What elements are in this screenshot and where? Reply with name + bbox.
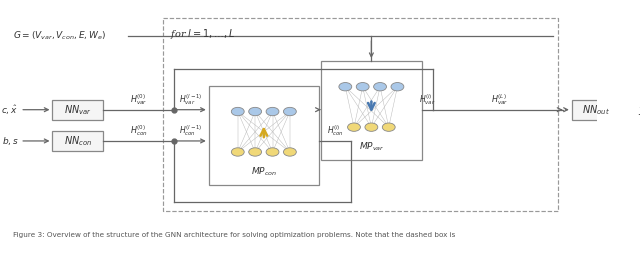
Ellipse shape: [348, 123, 360, 131]
Ellipse shape: [339, 83, 352, 91]
Ellipse shape: [266, 107, 279, 116]
Text: $b, s$: $b, s$: [1, 135, 19, 147]
Ellipse shape: [382, 123, 395, 131]
Ellipse shape: [284, 107, 296, 116]
Text: Figure 3: Overview of the structure of the GNN architecture for solving optimiza: Figure 3: Overview of the structure of t…: [13, 232, 455, 238]
Text: $c, \hat{x}$: $c, \hat{x}$: [1, 103, 19, 117]
Text: $H_{con}^{(l-1)}$: $H_{con}^{(l-1)}$: [179, 123, 203, 138]
Text: $MP_{con}$: $MP_{con}$: [251, 165, 277, 178]
Text: $H_{var}^{(l)}$: $H_{var}^{(l)}$: [419, 92, 436, 107]
Bar: [572, 100, 620, 120]
Text: $NN_{out}$: $NN_{out}$: [582, 103, 610, 117]
Text: for $l = 1, \ldots, L$: for $l = 1, \ldots, L$: [170, 27, 236, 41]
Text: $H_{var}^{(0)}$: $H_{var}^{(0)}$: [130, 92, 147, 107]
Ellipse shape: [391, 83, 404, 91]
Text: $NN_{con}$: $NN_{con}$: [63, 134, 92, 148]
Text: $H_{con}^{(l)}$: $H_{con}^{(l)}$: [326, 123, 344, 138]
Bar: [52, 131, 103, 151]
Ellipse shape: [231, 107, 244, 116]
Bar: [321, 61, 422, 160]
Ellipse shape: [249, 148, 262, 156]
Text: $NN_{var}$: $NN_{var}$: [64, 103, 92, 117]
Text: $H_{var}^{(L)}$: $H_{var}^{(L)}$: [492, 92, 509, 107]
Bar: [209, 86, 319, 185]
Ellipse shape: [284, 148, 296, 156]
Text: $H_{var}^{(l-1)}$: $H_{var}^{(l-1)}$: [179, 92, 203, 107]
Ellipse shape: [249, 107, 262, 116]
Text: $MP_{var}$: $MP_{var}$: [358, 140, 384, 153]
Ellipse shape: [231, 148, 244, 156]
Text: $\hat{y}$: $\hat{y}$: [638, 101, 640, 118]
Bar: [52, 100, 103, 120]
Ellipse shape: [365, 123, 378, 131]
Ellipse shape: [266, 148, 279, 156]
Ellipse shape: [374, 83, 387, 91]
Text: $G = (V_{var}, V_{con}, E, W_e)$: $G = (V_{var}, V_{con}, E, W_e)$: [13, 30, 106, 42]
Bar: [163, 18, 558, 211]
Text: $H_{con}^{(0)}$: $H_{con}^{(0)}$: [129, 123, 147, 138]
Ellipse shape: [356, 83, 369, 91]
